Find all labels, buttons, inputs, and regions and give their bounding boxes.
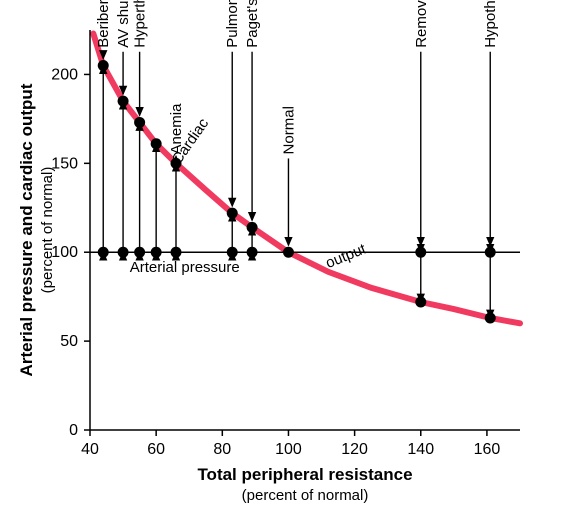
cardiac-output-curve <box>93 34 520 324</box>
point-label: Normal <box>280 106 297 154</box>
y-tick-label: 200 <box>51 66 78 83</box>
baseline-point <box>98 247 109 258</box>
baseline-point <box>134 247 145 258</box>
baseline-point <box>151 247 162 258</box>
data-point <box>415 297 426 308</box>
x-tick-label: 160 <box>474 441 501 458</box>
y-axis-subtitle: (percent of normal) <box>39 167 56 294</box>
point-label: Hyperthyroidism <box>132 0 149 48</box>
baseline-point <box>227 247 238 258</box>
curve-label: output <box>323 240 369 272</box>
x-tick-label: 100 <box>275 441 302 458</box>
data-point <box>98 60 109 71</box>
chart-svg: 406080100120140160050100150200Total peri… <box>0 0 561 532</box>
baseline-point <box>485 247 496 258</box>
point-label: Beriberi <box>95 0 112 48</box>
y-axis-title: Arterial pressure and cardiac output <box>17 83 36 376</box>
x-tick-label: 40 <box>81 441 99 458</box>
point-label: Pulmonary disease <box>224 0 241 48</box>
data-point <box>283 247 294 258</box>
x-tick-label: 120 <box>341 441 368 458</box>
point-label: Removal of four limbs <box>413 0 430 48</box>
x-axis-title: Total peripheral resistance <box>197 465 412 484</box>
y-tick-label: 50 <box>60 333 78 350</box>
arterial-pressure-label: Arterial pressure <box>130 259 240 276</box>
data-point <box>118 96 129 107</box>
data-point <box>134 117 145 128</box>
x-axis-subtitle: (percent of normal) <box>242 487 369 504</box>
data-point <box>485 313 496 324</box>
x-tick-label: 60 <box>147 441 165 458</box>
baseline-point <box>118 247 129 258</box>
y-tick-label: 0 <box>69 422 78 439</box>
data-point <box>151 138 162 149</box>
baseline-point <box>247 247 258 258</box>
baseline-point <box>415 247 426 258</box>
axes <box>90 30 520 430</box>
data-point <box>247 222 258 233</box>
baseline-point <box>171 247 182 258</box>
point-label: Paget's disease <box>244 0 261 48</box>
point-label: Hypothyroidism <box>482 0 499 48</box>
x-tick-label: 80 <box>213 441 231 458</box>
data-point <box>227 208 238 219</box>
point-label: AV shunts <box>115 0 132 48</box>
x-tick-label: 140 <box>407 441 434 458</box>
